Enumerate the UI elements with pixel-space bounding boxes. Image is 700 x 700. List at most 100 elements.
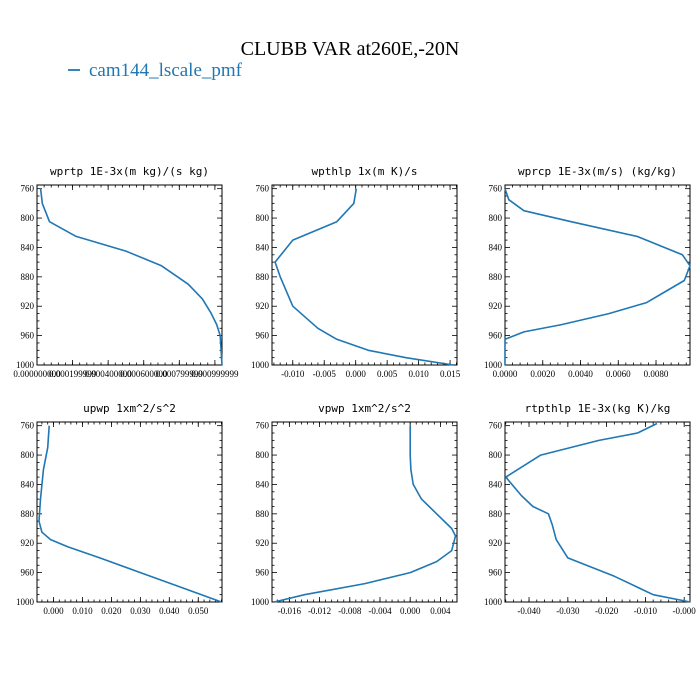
x-tick-label: 0.000 xyxy=(346,369,367,379)
y-tick-label: 920 xyxy=(489,538,503,548)
panel-5: vpwp 1xm^2/s^2 760 800 840 880 920 960 1000 -0.0… xyxy=(251,402,458,616)
y-tick-label: 960 xyxy=(489,331,503,341)
x-tick-label: 0.000600000 xyxy=(120,369,168,379)
panel-6: rtpthlp 1E-3x(kg K)/kg 760 800 840 880 920 960… xyxy=(484,402,696,616)
panel-title: wprcp 1E-3x(m/s) (kg/kg) xyxy=(518,165,677,178)
x-tick-label: -0.040 xyxy=(517,606,541,616)
plot-frame xyxy=(271,421,458,603)
y-tick-label: 840 xyxy=(256,479,270,489)
legend-label: cam144_lscale_pmf xyxy=(89,60,243,81)
y-tick-label: 880 xyxy=(256,272,270,282)
y-tick-label: 840 xyxy=(21,242,35,252)
panel-1: wprtp 1E-3x(m kg)/(s kg) 760 800 840 880 920 9… xyxy=(13,165,239,379)
y-tick-label: 1000 xyxy=(16,597,35,607)
plot-frame xyxy=(36,184,223,366)
x-tick-label: 0.010 xyxy=(408,369,429,379)
panels-group: wprtp 1E-3x(m kg)/(s kg) 760 800 840 880 920 9… xyxy=(13,165,696,616)
panel-2: wpthlp 1x(m K)/s 760 800 840 880 920 960 1000 -0… xyxy=(251,165,461,379)
x-tick-label: 0.0020 xyxy=(530,369,555,379)
x-tick-label: 0.020 xyxy=(101,606,122,616)
panel-title: wpthlp 1x(m K)/s xyxy=(312,165,418,178)
y-tick-label: 1000 xyxy=(16,360,35,370)
x-tick-label: 0.010 xyxy=(72,606,93,616)
legend: cam144_lscale_pmf xyxy=(68,60,243,81)
x-tick-label: 0.015 xyxy=(440,369,461,379)
x-tick-label: -0.008 xyxy=(338,606,362,616)
y-tick-label: 1000 xyxy=(484,597,503,607)
y-tick-label: 760 xyxy=(256,184,270,194)
y-tick-label: 880 xyxy=(21,509,35,519)
y-tick-label: 760 xyxy=(21,184,35,194)
x-tick-label: 0.0060 xyxy=(606,369,631,379)
x-tick-label: -0.010 xyxy=(634,606,658,616)
y-tick-label: 760 xyxy=(489,184,503,194)
y-tick-label: 880 xyxy=(21,272,35,282)
series-line xyxy=(504,188,691,365)
y-tick-label: 800 xyxy=(256,450,270,460)
y-tick-label: 920 xyxy=(21,538,35,548)
x-tick-label: -0.016 xyxy=(278,606,302,616)
x-tick-label: 0.004 xyxy=(430,606,451,616)
y-tick-label: 760 xyxy=(256,421,270,431)
x-tick-label: -0.000 xyxy=(673,606,697,616)
y-tick-label: 840 xyxy=(489,479,503,489)
x-tick-label: 0.0080 xyxy=(644,369,669,379)
x-tick-label: 0.005 xyxy=(377,369,398,379)
y-tick-label: 960 xyxy=(256,331,270,341)
x-tick-label: 0.000199999 xyxy=(49,369,97,379)
y-tick-label: 920 xyxy=(256,301,270,311)
series-line xyxy=(504,422,691,603)
y-tick-label: 840 xyxy=(21,479,35,489)
y-tick-label: 880 xyxy=(489,509,503,519)
x-tick-label: -0.030 xyxy=(556,606,580,616)
series-line xyxy=(39,188,223,366)
plot-frame xyxy=(504,184,691,366)
x-tick-label: -0.010 xyxy=(281,369,305,379)
x-tick-label: -0.005 xyxy=(313,369,337,379)
y-tick-label: 1000 xyxy=(484,360,503,370)
series-line xyxy=(274,188,454,366)
panel-title: rtpthlp 1E-3x(kg K)/kg xyxy=(525,402,671,415)
x-tick-label: 0.000999999 xyxy=(191,369,239,379)
x-tick-label: 0.000400000 xyxy=(85,369,133,379)
y-tick-label: 920 xyxy=(21,301,35,311)
y-tick-label: 920 xyxy=(489,301,503,311)
y-tick-label: 960 xyxy=(21,331,35,341)
plot-frame xyxy=(504,421,691,603)
y-tick-label: 1000 xyxy=(251,597,270,607)
x-tick-label: 0.000 xyxy=(43,606,64,616)
panel-4: upwp 1xm^2/s^2 760 800 840 880 920 960 1000 0.00… xyxy=(16,402,223,616)
x-tick-label: 0.0000 xyxy=(493,369,518,379)
x-tick-label: 0.000000000 xyxy=(13,369,61,379)
x-tick-label: 0.000799999 xyxy=(156,369,204,379)
y-tick-label: 800 xyxy=(489,213,503,223)
y-tick-label: 880 xyxy=(256,509,270,519)
x-tick-label: 0.000 xyxy=(400,606,421,616)
plot-frame xyxy=(271,184,458,366)
y-tick-label: 800 xyxy=(21,213,35,223)
y-tick-label: 800 xyxy=(21,450,35,460)
x-tick-label: -0.012 xyxy=(308,606,331,616)
panel-title: upwp 1xm^2/s^2 xyxy=(83,402,176,415)
y-tick-label: 760 xyxy=(21,421,35,431)
y-tick-label: 960 xyxy=(489,568,503,578)
series-line xyxy=(38,425,222,603)
panel-title: vpwp 1xm^2/s^2 xyxy=(318,402,411,415)
y-tick-label: 960 xyxy=(256,568,270,578)
plot-frame xyxy=(36,421,223,603)
x-tick-label: 0.040 xyxy=(159,606,180,616)
y-tick-label: 1000 xyxy=(251,360,270,370)
panel-title: wprtp 1E-3x(m kg)/(s kg) xyxy=(50,165,209,178)
figure-title: CLUBB VAR at260E,-20N xyxy=(241,38,460,60)
x-tick-label: -0.004 xyxy=(368,606,392,616)
x-tick-label: 0.0040 xyxy=(568,369,593,379)
y-tick-label: 840 xyxy=(256,242,270,252)
panel-3: wprcp 1E-3x(m/s) (kg/kg) 760 800 840 880 920 9… xyxy=(484,165,691,379)
y-tick-label: 760 xyxy=(489,421,503,431)
y-tick-label: 800 xyxy=(489,450,503,460)
x-tick-label: 0.050 xyxy=(188,606,209,616)
x-tick-label: 0.030 xyxy=(130,606,151,616)
series-line xyxy=(274,425,457,603)
y-tick-label: 960 xyxy=(21,568,35,578)
